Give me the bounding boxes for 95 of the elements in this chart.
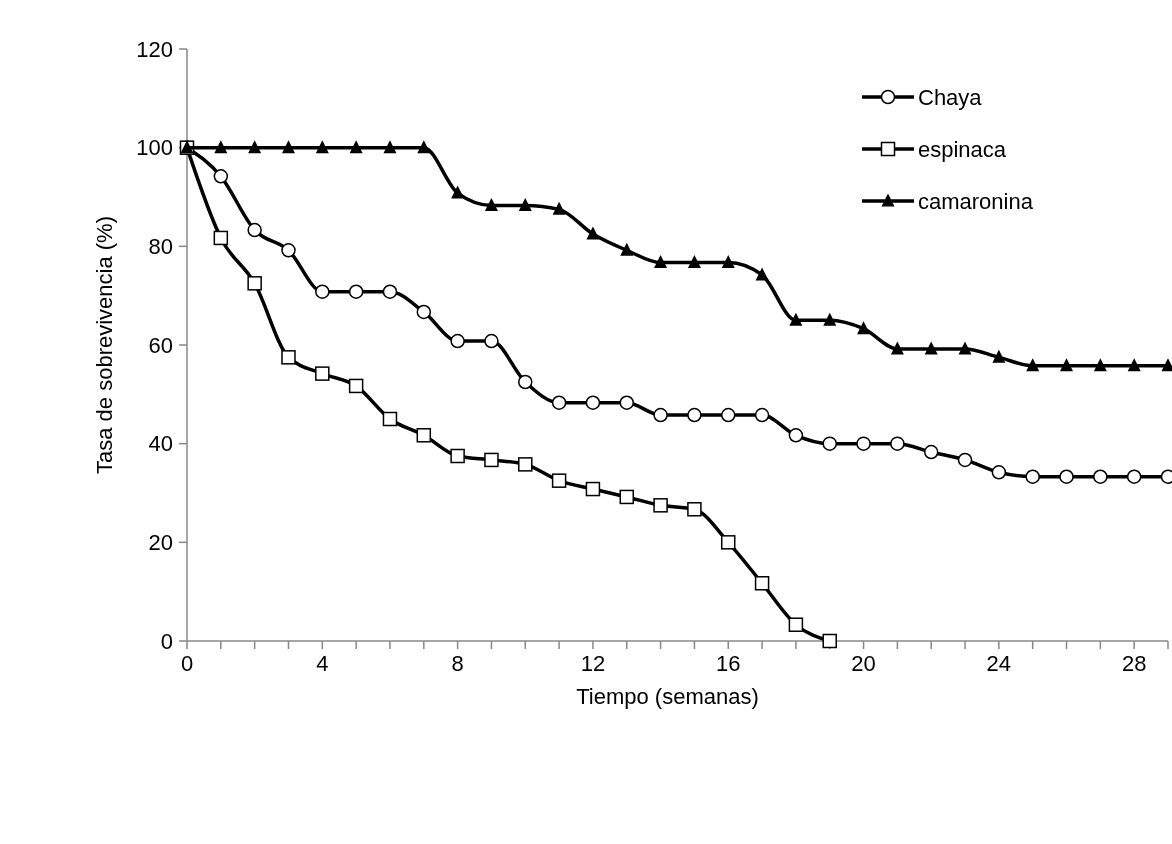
point <box>484 197 498 211</box>
point <box>619 489 635 505</box>
point <box>383 140 397 154</box>
y-tick-label: 0 <box>160 628 173 654</box>
point <box>382 284 398 299</box>
point <box>586 226 600 240</box>
point <box>1059 469 1074 484</box>
point <box>1093 358 1107 372</box>
y-tick-label: 40 <box>148 431 173 457</box>
point <box>754 576 770 591</box>
point <box>653 407 668 423</box>
point <box>754 407 770 423</box>
point <box>450 448 465 464</box>
y-tick-label: 20 <box>148 530 173 556</box>
point <box>247 222 262 238</box>
x-tick-label: 12 <box>580 651 606 676</box>
point <box>484 333 499 349</box>
point <box>687 407 702 423</box>
point <box>1026 358 1040 372</box>
legend-label: camaronina <box>918 188 1034 214</box>
point <box>348 378 364 394</box>
point <box>721 255 735 269</box>
point <box>281 243 296 258</box>
point <box>720 407 736 423</box>
point <box>416 428 432 443</box>
point <box>247 276 262 291</box>
point <box>755 267 769 281</box>
point <box>416 304 432 320</box>
point <box>1127 358 1141 372</box>
point <box>822 436 837 451</box>
point <box>484 452 499 468</box>
y-tick-label: 60 <box>148 332 173 358</box>
point <box>788 617 804 632</box>
point <box>214 140 228 154</box>
y-tick-label: 120 <box>136 36 173 62</box>
point <box>315 140 329 154</box>
point <box>315 284 330 299</box>
point <box>518 374 533 390</box>
point <box>450 333 465 349</box>
y-tick-label: 100 <box>136 135 173 161</box>
legend-label: espinaca <box>918 136 1007 162</box>
point <box>620 242 634 256</box>
point <box>823 312 837 326</box>
point <box>348 284 364 299</box>
x-tick-label: 0 <box>180 651 194 676</box>
point <box>382 411 398 427</box>
x-axis-title: Tiempo (semanas) <box>576 684 759 709</box>
point <box>923 444 939 460</box>
point <box>585 481 601 497</box>
x-tick-label: 16 <box>716 651 741 676</box>
point <box>585 395 601 410</box>
point <box>890 341 904 355</box>
legend-label: Chaya <box>918 84 983 110</box>
y-tick-label: 80 <box>148 234 173 260</box>
point <box>213 230 229 246</box>
point <box>551 395 567 410</box>
y-axis-title: Tasa de sobrevivencia (%) <box>92 215 117 475</box>
point <box>991 465 1007 480</box>
point <box>687 502 702 517</box>
x-tick-label: 20 <box>851 651 876 676</box>
point <box>856 436 871 451</box>
point <box>281 350 296 365</box>
point <box>653 498 668 513</box>
point <box>248 140 262 154</box>
point <box>213 169 229 184</box>
point <box>281 140 295 154</box>
point <box>822 633 837 649</box>
point <box>788 428 804 443</box>
point <box>857 321 871 335</box>
point <box>789 312 803 326</box>
point <box>315 366 330 381</box>
point <box>957 452 973 468</box>
point <box>890 436 905 451</box>
x-tick-label: 8 <box>451 651 464 676</box>
point <box>349 140 363 154</box>
x-tick-label: 24 <box>986 651 1012 676</box>
x-tick-label: 4 <box>316 651 329 676</box>
point <box>992 349 1006 363</box>
point <box>552 201 566 215</box>
point <box>687 255 701 269</box>
point <box>1093 469 1108 484</box>
point <box>1126 469 1142 484</box>
point <box>958 341 972 355</box>
point <box>720 535 736 550</box>
point <box>924 341 938 355</box>
point <box>451 185 465 199</box>
point <box>1025 469 1040 484</box>
point <box>654 255 668 269</box>
point <box>518 197 532 211</box>
point <box>551 473 567 488</box>
point <box>417 140 431 154</box>
x-tick-label: 28 <box>1121 651 1147 676</box>
point <box>619 395 635 410</box>
point <box>518 457 533 472</box>
point <box>1060 358 1074 372</box>
